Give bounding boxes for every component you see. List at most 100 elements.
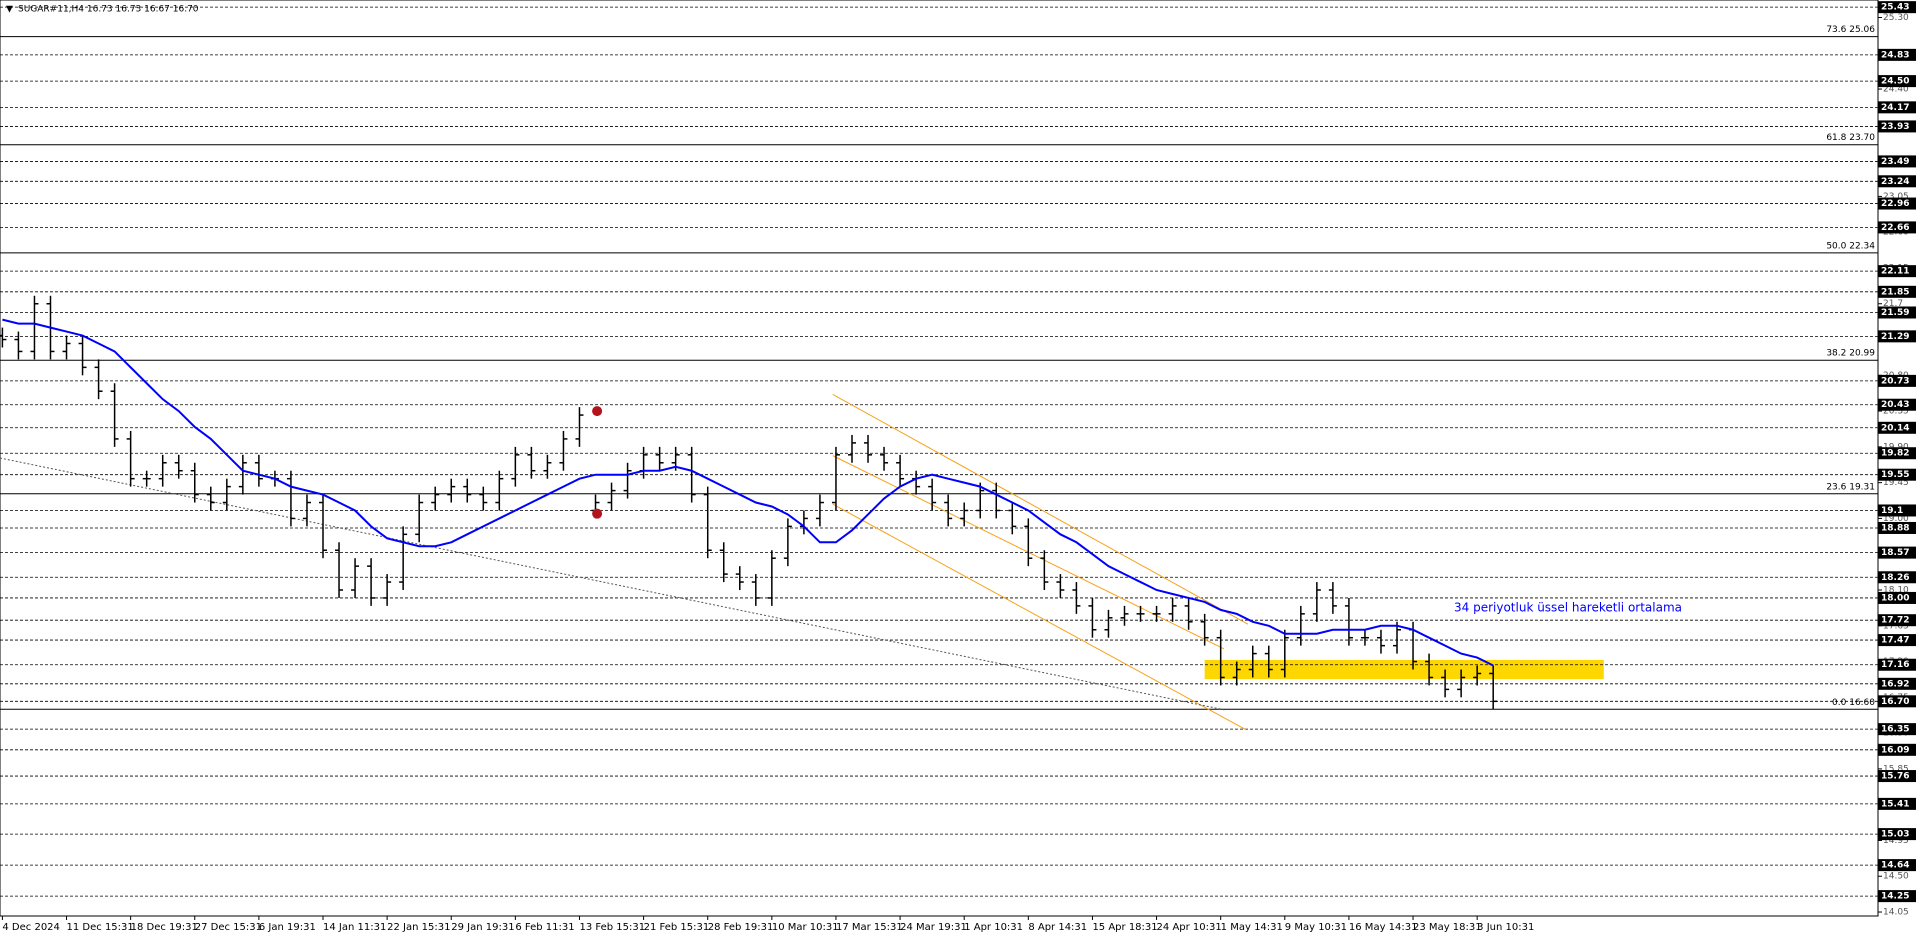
level-box — [1878, 197, 1916, 210]
level-box — [1878, 421, 1916, 434]
level-label: 14.64 — [1881, 861, 1909, 871]
level-box — [1878, 155, 1916, 168]
level-box — [1878, 828, 1916, 841]
level-label: 20.14 — [1881, 423, 1909, 433]
level-label: 22.96 — [1881, 199, 1909, 209]
fib-label: 73.6 25.06 — [1826, 25, 1875, 35]
x-tick-label: 1 May 14:31 — [1221, 922, 1283, 933]
level-label: 20.43 — [1881, 400, 1909, 410]
level-box — [1878, 571, 1916, 584]
level-label: 17.72 — [1881, 616, 1909, 626]
y-tick-label: 23.05 — [1883, 192, 1909, 202]
y-tick-label: 14.95 — [1883, 836, 1909, 846]
level-box — [1878, 75, 1916, 88]
level-label: 16.09 — [1881, 745, 1909, 755]
level-label: 19.82 — [1881, 449, 1909, 459]
level-label: 16.35 — [1881, 725, 1909, 735]
level-box — [1878, 175, 1916, 188]
x-tick-label: 21 Feb 15:31 — [644, 922, 710, 933]
level-label: 15.41 — [1881, 799, 1909, 809]
y-tick-label: 20.35 — [1883, 407, 1909, 417]
x-tick-label: 28 Feb 19:31 — [708, 922, 774, 933]
level-label: 15.03 — [1881, 830, 1909, 840]
fib-label: 61.8 23.70 — [1826, 133, 1875, 143]
level-box — [1878, 101, 1916, 114]
level-label: 15.76 — [1881, 772, 1909, 782]
x-tick-label: 14 Jan 11:31 — [323, 922, 386, 933]
trendline — [832, 503, 1247, 731]
x-tick-label: 6 Feb 11:31 — [515, 922, 574, 933]
y-tick-label: 17.65 — [1883, 621, 1909, 631]
x-tick-label: 15 Apr 18:31 — [1092, 922, 1157, 933]
x-tick-label: 8 Apr 14:31 — [1028, 922, 1087, 933]
y-tick-label: 19.00 — [1883, 514, 1909, 524]
y-tick-label: 24.40 — [1883, 85, 1909, 95]
level-box — [1878, 859, 1916, 872]
level-label: 22.66 — [1881, 223, 1909, 233]
level-label: 24.17 — [1881, 103, 1909, 113]
level-label: 18.00 — [1881, 593, 1909, 603]
x-tick-label: 11 Dec 15:31 — [67, 922, 134, 933]
y-tick-label: 21.7 — [1883, 299, 1903, 309]
fib-label: 38.2 20.99 — [1826, 349, 1875, 359]
ema-line — [2, 318, 1494, 667]
level-box — [1878, 221, 1916, 234]
x-tick-label: 4 Dec 2024 — [2, 922, 60, 933]
x-tick-label: 6 Jan 19:31 — [259, 922, 316, 933]
x-tick-label: 22 Jan 15:31 — [387, 922, 450, 933]
level-box — [1878, 468, 1916, 481]
level-label: 16.92 — [1881, 679, 1909, 689]
level-label: 23.24 — [1881, 177, 1909, 187]
level-box — [1878, 306, 1916, 319]
x-tick-label: 13 Feb 15:31 — [579, 922, 645, 933]
y-tick-label: 14.05 — [1883, 908, 1909, 918]
level-label: 22.11 — [1881, 267, 1909, 277]
x-tick-label: 24 Apr 10:31 — [1157, 922, 1222, 933]
level-label: 23.93 — [1881, 122, 1909, 132]
fib-label: 0.0 16.60 — [1832, 698, 1875, 708]
level-box — [1878, 1, 1916, 14]
marker — [592, 508, 603, 519]
level-label: 16.70 — [1881, 697, 1909, 707]
level-label: 19.1 — [1881, 506, 1903, 516]
level-box — [1878, 521, 1916, 534]
y-tick-label: 25.30 — [1883, 13, 1909, 23]
fib-label: 50.0 22.34 — [1826, 241, 1875, 251]
x-tick-label: 23 May 18:31 — [1413, 922, 1482, 933]
level-label: 17.47 — [1881, 636, 1909, 646]
level-label: 18.88 — [1881, 523, 1909, 533]
level-box — [1878, 285, 1916, 298]
level-label: 25.43 — [1881, 3, 1909, 13]
level-box — [1878, 797, 1916, 810]
level-label: 19.55 — [1881, 470, 1909, 480]
x-tick-label: 1 Apr 10:31 — [964, 922, 1023, 933]
level-label: 18.26 — [1881, 573, 1909, 583]
plot-frame — [0, 0, 1879, 917]
level-box — [1878, 504, 1916, 517]
level-box — [1878, 265, 1916, 278]
y-tick-label: 19.45 — [1883, 478, 1909, 488]
level-box — [1878, 890, 1916, 903]
x-tick-label: 29 Jan 19:31 — [451, 922, 514, 933]
level-label: 24.50 — [1881, 77, 1909, 87]
level-box — [1878, 591, 1916, 604]
level-box — [1878, 398, 1916, 411]
level-label: 14.25 — [1881, 892, 1909, 902]
level-box — [1878, 634, 1916, 647]
zone — [1204, 659, 1604, 680]
level-box — [1878, 677, 1916, 690]
level-box — [1878, 658, 1916, 671]
x-tick-label: 16 May 14:31 — [1349, 922, 1418, 933]
level-box — [1878, 120, 1916, 133]
level-box — [1878, 723, 1916, 736]
level-label: 21.85 — [1881, 287, 1909, 297]
level-box — [1878, 447, 1916, 460]
level-label: 21.29 — [1881, 332, 1909, 342]
level-box — [1878, 330, 1916, 343]
x-tick-label: 18 Dec 19:31 — [131, 922, 198, 933]
level-box — [1878, 614, 1916, 627]
level-box — [1878, 695, 1916, 708]
marker — [592, 406, 603, 417]
x-tick-label: 3 Jun 10:31 — [1477, 922, 1534, 933]
level-label: 23.49 — [1881, 157, 1909, 167]
